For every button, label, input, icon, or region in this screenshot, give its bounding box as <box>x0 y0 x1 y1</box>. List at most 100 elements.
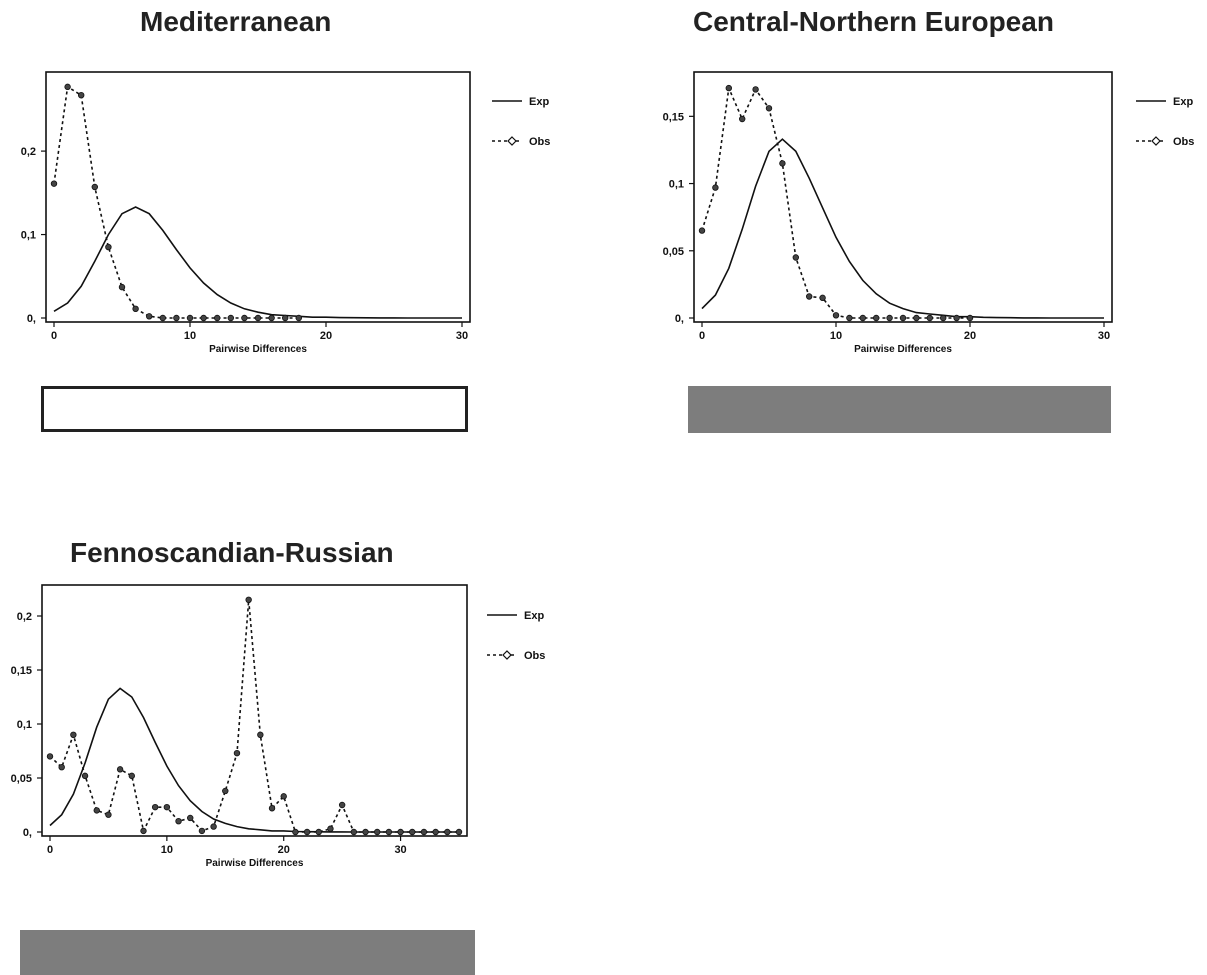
data-point <box>409 828 416 836</box>
data-point <box>81 772 89 780</box>
data-point <box>846 314 853 322</box>
data-point <box>327 825 334 832</box>
data-point <box>698 227 706 234</box>
data-point <box>233 749 241 757</box>
y-tick-label: 0,15 <box>663 111 684 123</box>
data-point <box>198 827 206 835</box>
y-tick-label: 0,15 <box>11 665 32 677</box>
chart-title-central-northern: Central-Northern European <box>693 6 1054 37</box>
data-point <box>77 91 85 99</box>
data-point <box>145 313 153 320</box>
data-point <box>132 305 139 313</box>
legend-label-obs: Obs <box>524 650 545 662</box>
chart-2: 0, 0,05 0,1 0,15 0,2 0 10 20 30 Pairwise Differen… <box>11 584 545 869</box>
data-point <box>873 314 880 322</box>
data-point <box>752 86 759 93</box>
series-line-obs <box>701 85 970 319</box>
y-tick-label: 0,1 <box>17 719 32 731</box>
data-point <box>779 160 786 167</box>
data-point <box>222 787 229 795</box>
data-point <box>444 828 451 836</box>
x-axis-label: Pairwise Differences <box>854 344 952 355</box>
x-axis-label: Pairwise Differences <box>206 858 304 869</box>
data-point <box>295 314 302 322</box>
data-point <box>282 314 289 322</box>
series-line-obs <box>53 85 299 319</box>
chart-1: 0, 0,05 0,1 0,15 0 10 20 30 Pairwise Differences… <box>663 71 1194 355</box>
y-tick-label: 0, <box>23 827 32 839</box>
x-tick-label: 10 <box>830 330 842 342</box>
y-tick-label: 0,1 <box>21 230 36 242</box>
data-point <box>257 731 264 738</box>
data-point <box>338 801 346 809</box>
data-point <box>806 293 813 300</box>
x-tick-label: 0 <box>699 330 705 342</box>
data-point <box>712 184 719 191</box>
data-point <box>58 764 65 771</box>
data-point <box>350 828 358 836</box>
data-point <box>739 115 746 123</box>
data-point <box>64 83 71 91</box>
data-point <box>210 823 217 830</box>
data-point <box>200 314 207 322</box>
data-point <box>374 828 381 836</box>
y-tick-label: 0,2 <box>21 146 36 158</box>
data-point <box>175 818 182 825</box>
legend-marker-icon <box>507 136 517 146</box>
legend-label-exp: Exp <box>529 96 549 108</box>
data-point <box>432 828 439 836</box>
data-point <box>268 314 275 322</box>
data-point <box>187 814 194 822</box>
series-line-obs <box>49 599 459 834</box>
data-point <box>151 803 159 811</box>
chart-title-fennoscandian: Fennoscandian-Russian <box>70 537 394 568</box>
data-point <box>886 314 893 322</box>
plot-frame <box>693 71 1113 323</box>
central-northern-color-swatch <box>688 386 1111 433</box>
data-point <box>725 84 732 92</box>
data-point <box>163 803 171 811</box>
y-tick-label: 0, <box>27 313 36 325</box>
data-point <box>385 828 393 836</box>
data-point <box>70 731 77 738</box>
data-point <box>245 596 252 603</box>
data-point <box>953 314 960 322</box>
data-point <box>362 828 369 836</box>
plot-frame <box>45 71 471 323</box>
data-point <box>303 828 311 836</box>
data-point <box>420 828 428 836</box>
data-point <box>173 314 180 322</box>
y-tick-label: 0, <box>675 313 684 325</box>
data-point <box>105 243 112 251</box>
x-tick-label: 30 <box>1098 330 1110 342</box>
data-point <box>254 314 262 322</box>
x-tick-label: 30 <box>394 844 406 856</box>
x-tick-label: 10 <box>161 844 173 856</box>
x-tick-label: 30 <box>456 330 468 342</box>
data-point <box>118 283 126 291</box>
x-tick-label: 10 <box>184 330 196 342</box>
mediterranean-color-swatch <box>41 386 468 432</box>
legend-marker-icon <box>502 650 512 660</box>
series-line-exp <box>49 687 459 833</box>
data-point <box>940 314 947 322</box>
data-point <box>397 828 404 836</box>
x-tick-label: 20 <box>320 330 332 342</box>
data-point <box>227 314 234 322</box>
data-point <box>140 827 147 835</box>
data-point <box>765 105 773 112</box>
chart-0: 0, 0,1 0,2 0 10 20 30 Pairwise Differences Exp Ob… <box>21 71 550 355</box>
data-point <box>926 314 933 322</box>
data-point <box>105 811 112 818</box>
data-point <box>268 805 276 812</box>
x-tick-label: 20 <box>964 330 976 342</box>
chart-title-mediterranean: Mediterranean <box>140 6 332 37</box>
data-point <box>966 314 974 322</box>
data-point <box>315 828 322 836</box>
y-tick-label: 0,05 <box>663 246 684 258</box>
x-tick-label: 0 <box>47 844 53 856</box>
legend-marker-icon <box>1151 136 1161 146</box>
y-tick-label: 0,2 <box>17 611 32 623</box>
data-point <box>46 753 54 760</box>
